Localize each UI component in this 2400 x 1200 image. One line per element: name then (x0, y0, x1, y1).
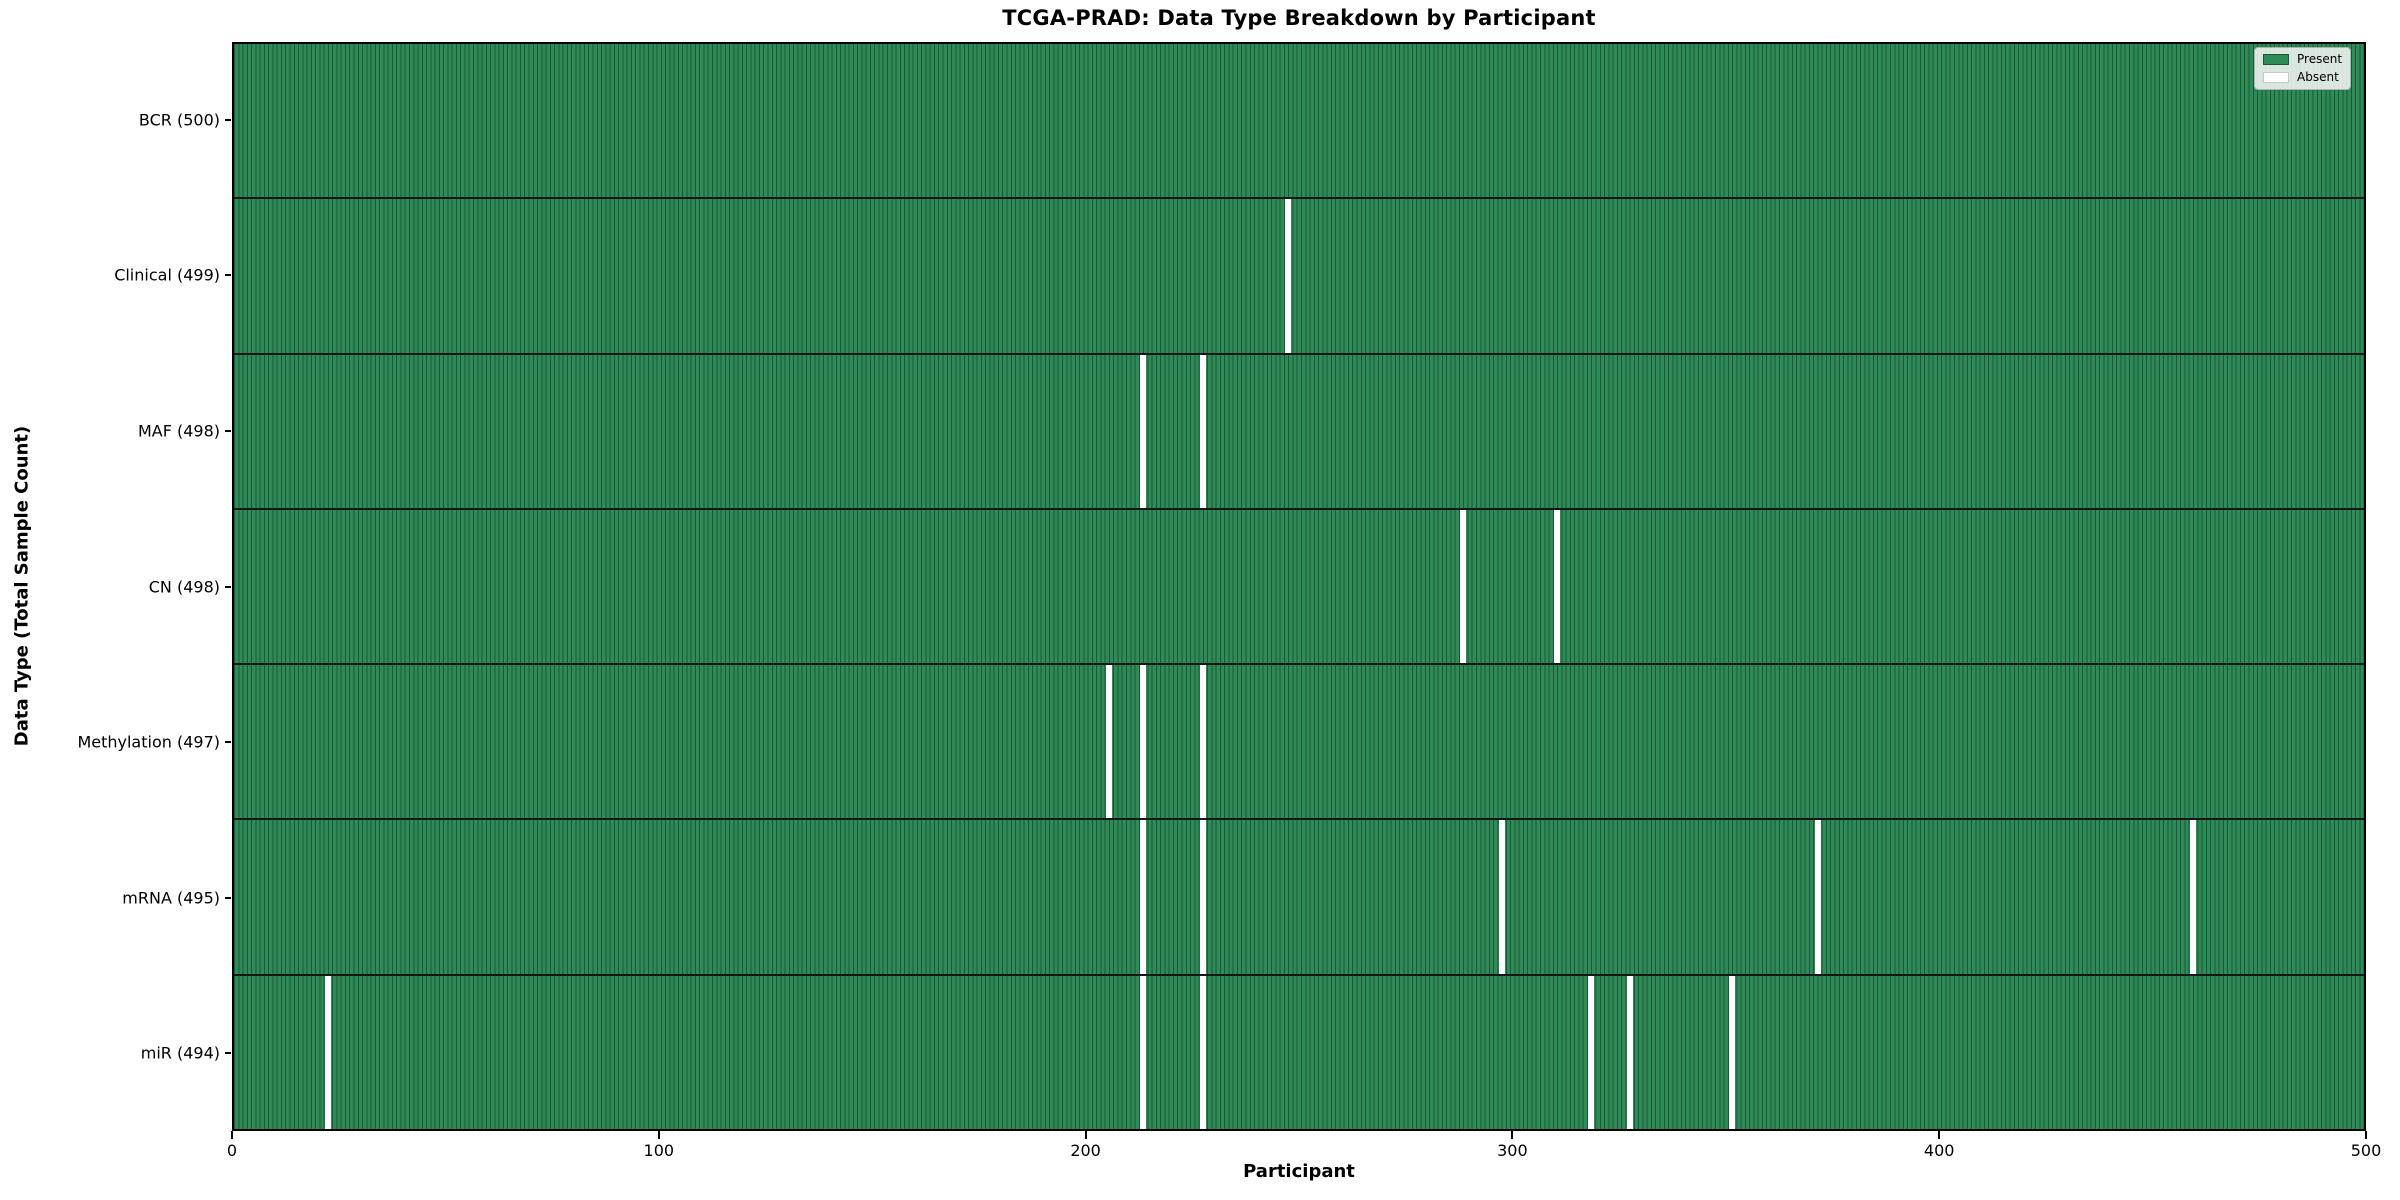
absent-bar-mir-213 (1140, 975, 1147, 1129)
plot-area (232, 42, 2366, 1131)
y-tick-label-mir: miR (494) (140, 1043, 220, 1063)
y-tick-mark-mir (225, 1052, 231, 1055)
legend-label-absent: Absent (2297, 70, 2339, 84)
x-tick-mark-500 (2365, 1131, 2367, 1139)
absent-bar-mir-327 (1626, 975, 1633, 1129)
absent-bar-cn-288 (1460, 509, 1467, 664)
x-tick-mark-400 (1938, 1131, 1941, 1139)
y-tick-label-maf: MAF (498) (137, 421, 220, 441)
absent-bar-cn-310 (1554, 509, 1561, 664)
x-tick-label-400: 400 (1923, 1141, 1955, 1160)
legend-swatch-present (2263, 54, 2289, 65)
x-tick-mark-300 (1511, 1131, 1514, 1139)
legend-swatch-absent (2263, 72, 2289, 83)
absent-bar-mrna-459 (2190, 820, 2197, 974)
x-tick-label-0: 0 (226, 1141, 238, 1160)
y-tick-mark-mrna (225, 896, 231, 899)
x-tick-label-300: 300 (1497, 1141, 1528, 1160)
row-cn (234, 509, 2364, 666)
x-tick-mark-0 (231, 1131, 233, 1139)
row-mir (234, 975, 2364, 1129)
x-tick-label-100: 100 (643, 1141, 675, 1160)
absent-bar-mrna-213 (1140, 820, 1147, 974)
x-axis-label: Participant (1243, 1161, 1355, 1182)
row-maf (234, 354, 2364, 510)
legend-entry-absent: Absent (2263, 71, 2342, 84)
absent-bar-maf-227 (1199, 354, 1206, 508)
absent-bar-mir-318 (1588, 975, 1595, 1129)
y-tick-mark-clinical (225, 274, 231, 277)
x-tick-mark-200 (1084, 1131, 1087, 1139)
absent-bar-mir-351 (1729, 975, 1736, 1129)
absent-bar-methylation-227 (1199, 665, 1206, 819)
absent-bar-mir-22 (325, 975, 332, 1129)
legend-label-present: Present (2297, 52, 2343, 66)
y-tick-label-cn: CN (498) (148, 577, 220, 596)
x-tick-mark-100 (657, 1131, 660, 1139)
legend: Present Absent (2254, 47, 2352, 90)
y-tick-mark-maf (225, 429, 231, 432)
legend-entry-present: Present (2263, 53, 2342, 66)
y-tick-label-mrna: mRNA (495) (122, 888, 220, 908)
row-clinical (234, 199, 2364, 355)
absent-bar-mrna-371 (1814, 820, 1821, 974)
absent-bar-mrna-297 (1498, 820, 1505, 974)
y-tick-label-clinical: Clinical (499) (114, 265, 220, 285)
y-tick-mark-bcr (225, 118, 231, 121)
absent-bar-methylation-205 (1106, 665, 1113, 819)
x-tick-label-500: 500 (2350, 1141, 2382, 1160)
y-tick-label-methylation: Methylation (497) (77, 732, 220, 752)
absent-bar-maf-213 (1140, 354, 1147, 508)
row-bcr (234, 44, 2364, 200)
x-tick-label-200: 200 (1070, 1141, 1101, 1160)
absent-bar-mrna-227 (1199, 820, 1206, 974)
y-tick-label-bcr: BCR (500) (138, 110, 220, 130)
absent-bar-methylation-213 (1140, 665, 1147, 819)
absent-bar-mir-227 (1199, 975, 1206, 1129)
absent-bar-clinical-247 (1285, 199, 1292, 353)
y-tick-mark-cn (225, 585, 231, 588)
y-tick-mark-methylation (225, 741, 231, 744)
row-mrna (234, 820, 2364, 976)
row-methylation (234, 665, 2364, 821)
chart-title: TCGA-PRAD: Data Type Breakdown by Partic… (1002, 6, 1596, 30)
